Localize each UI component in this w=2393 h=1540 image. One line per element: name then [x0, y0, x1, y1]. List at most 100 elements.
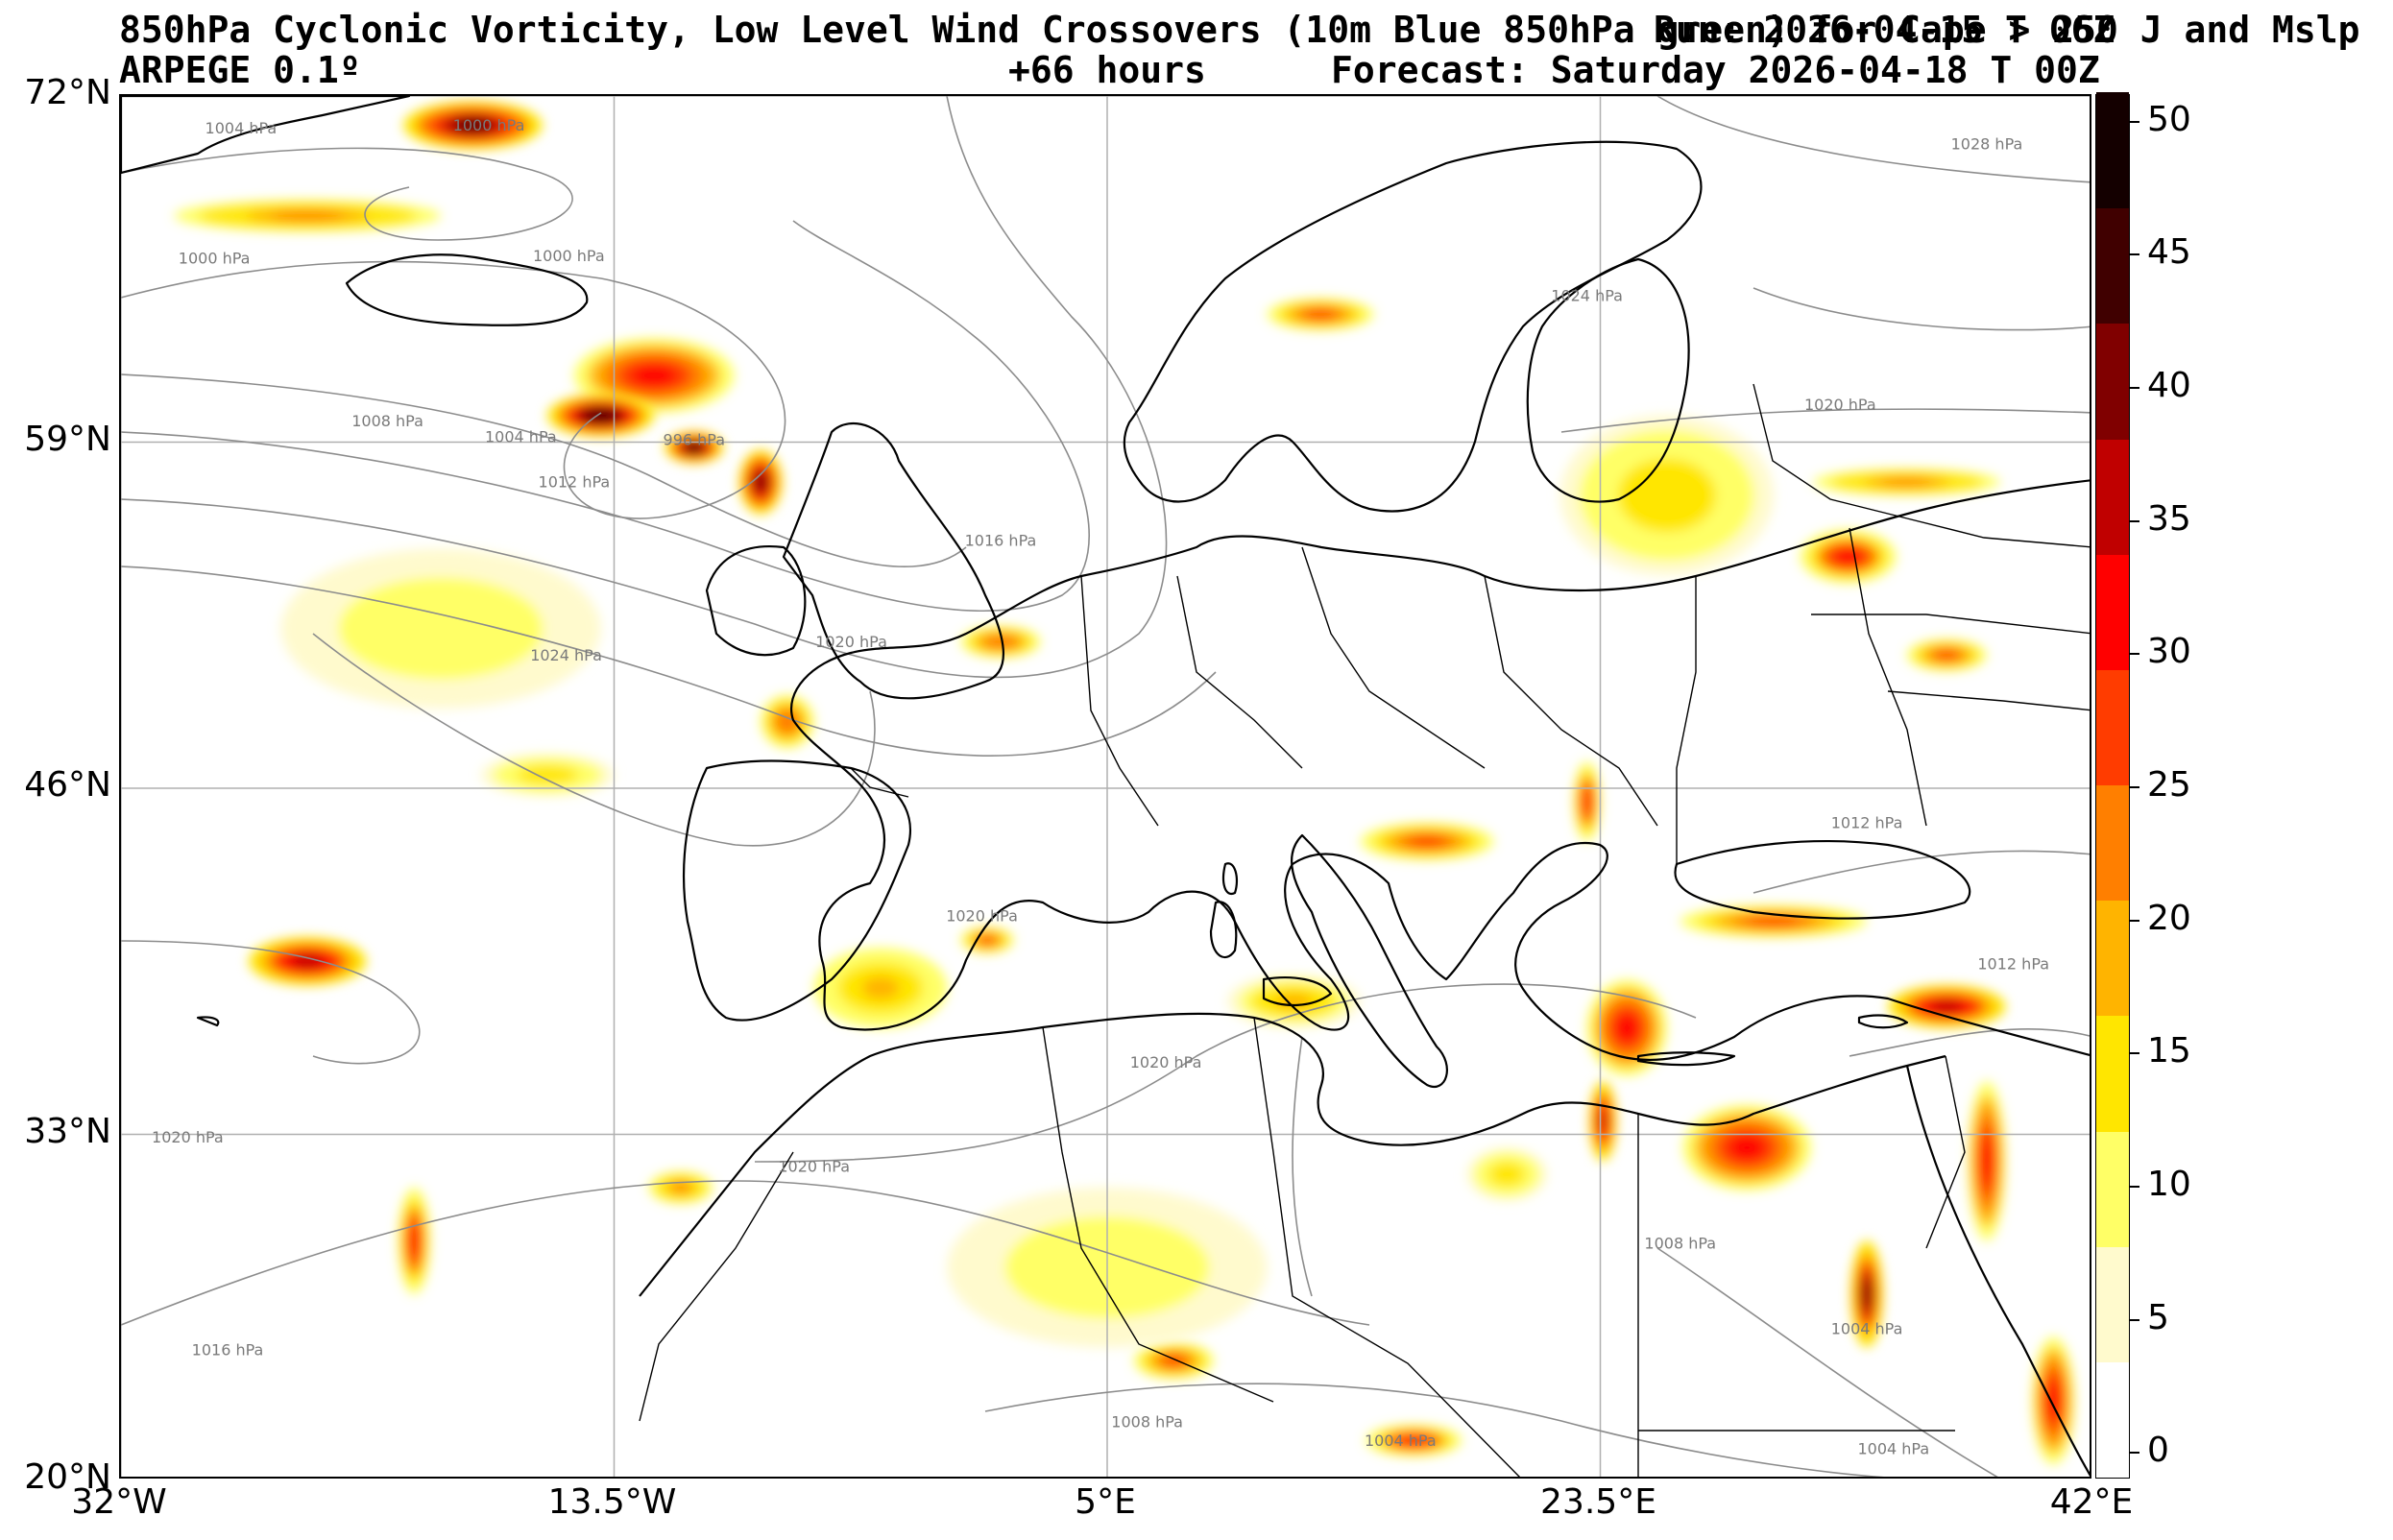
colorbar [2095, 92, 2130, 1479]
vorticity-contour [979, 936, 995, 944]
longitude-tick-label: 32°W [71, 1482, 167, 1522]
border-line [1080, 575, 1159, 827]
vorticity-blob [1226, 975, 1361, 1028]
colorbar-segment [2096, 1015, 2129, 1132]
isobar-label: 1020 hPa [815, 633, 887, 651]
isobar-label: 1008 hPa [351, 412, 423, 430]
isobar-label: 1000 hPa [179, 250, 251, 268]
colorbar-tick [2130, 919, 2139, 922]
colorbar-segment [2096, 1130, 2129, 1247]
colorbar-tick [2130, 1318, 2139, 1321]
vorticity-contour [409, 1225, 419, 1256]
isobar-path [121, 260, 786, 519]
border-line [1042, 1026, 1274, 1403]
border-line [1253, 1017, 1521, 1477]
vorticity-field [174, 101, 2075, 1465]
colorbar-segment [2096, 438, 2129, 555]
border-line [1887, 690, 2090, 711]
border-line [1676, 576, 1697, 864]
forecast-time: Forecast: Saturday 2026-04-18 T 00Z [1331, 49, 2100, 91]
vorticity-contour [1599, 1109, 1607, 1133]
isobar-label: 1012 hPa [1831, 814, 1903, 832]
colorbar-tick-label: 50 [2147, 99, 2191, 139]
vorticity-contour [989, 637, 1012, 647]
colorbar-segment [2096, 323, 2129, 440]
vorticity-contour [780, 713, 795, 730]
isobar-label: 1012 hPa [1977, 955, 2049, 974]
vorticity-contour [671, 1183, 690, 1192]
vorticity-contour [1935, 650, 1958, 661]
isobar-path [121, 373, 967, 567]
cyprus-coast [1857, 1014, 1909, 1029]
colorbar-tick-label: 25 [2147, 765, 2191, 805]
vorticity-blob [1267, 298, 1374, 331]
colorbar-segment [2096, 92, 2129, 209]
vorticity-contour [270, 211, 346, 221]
isobar-label: 1012 hPa [539, 473, 611, 492]
vorticity-contour [1747, 916, 1801, 926]
iberia-coast [683, 759, 911, 1022]
vorticity-blob [960, 625, 1041, 659]
vorticity-blob [1850, 1240, 1883, 1348]
vorticity-blob [398, 1187, 430, 1294]
colorbar-tick [2130, 253, 2139, 256]
vorticity-contour [1305, 309, 1336, 320]
isobar-path [121, 96, 1168, 679]
colorbar-tick-label: 45 [2147, 232, 2191, 273]
isobar-label: 1020 hPa [778, 1157, 850, 1175]
country-borders [639, 383, 2090, 1477]
vorticity-blob [665, 431, 724, 464]
vorticity-blob [480, 753, 615, 797]
vorticity-contour [754, 472, 767, 492]
isobar-path [1849, 1027, 2090, 1057]
latitude-tick-label: 33°N [24, 1111, 111, 1151]
colorbar-segment [2096, 207, 2129, 325]
vorticity-contour [686, 443, 703, 452]
azores-coast [196, 1016, 220, 1027]
isobar-path [754, 983, 1697, 1163]
border-line [850, 767, 909, 798]
isobar-label: 1020 hPa [152, 1128, 224, 1146]
vorticity-blob [813, 948, 948, 1028]
isobar-path [1292, 1036, 1313, 1297]
isobar-label: 1020 hPa [1804, 396, 1876, 414]
colorbar-tick-label: 35 [2147, 498, 2191, 539]
isobar-label: 1020 hPa [1130, 1053, 1202, 1071]
scandinavia-coast [1123, 140, 1703, 513]
vorticity-blob [1968, 1081, 2006, 1241]
run-label: Run: 2026-04-15 T 06Z [1654, 9, 2115, 51]
ireland-coast [705, 545, 807, 657]
map-plot-area[interactable]: 1004 hPa 1000 hPa 1000 hPa 1000 hPa 1008 hPa… [119, 94, 2091, 1479]
colorbar-segment [2096, 1245, 2129, 1362]
sicily-coast [1262, 976, 1333, 1007]
colorbar-tick [2130, 653, 2139, 656]
vorticity-contour [453, 118, 493, 132]
graticule [121, 96, 2090, 1477]
vorticity-blob [403, 101, 543, 150]
italy-coast [1291, 833, 1448, 1088]
vorticity-contour [1615, 1014, 1638, 1042]
black-sea-coast [1674, 839, 1971, 920]
isobar-path [121, 220, 1090, 613]
isobar-label: 1004 hPa [1831, 1319, 1903, 1337]
vorticity-blob [174, 200, 442, 232]
isobar-path [121, 565, 1217, 757]
isobar-label: 1028 hPa [1951, 134, 2023, 153]
vorticity-blob [1586, 979, 1667, 1076]
isobar-lines [121, 96, 2090, 1477]
isobar-label: 996 hPa [664, 430, 726, 448]
vorticity-contour [1400, 1435, 1428, 1446]
isobar-label: 1008 hPa [1111, 1413, 1183, 1432]
isobar-label: 1004 hPa [1857, 1439, 1929, 1457]
colorbar-tick [2130, 519, 2139, 522]
vorticity-blob [960, 926, 1014, 953]
colorbar-segment [2096, 784, 2129, 902]
vorticity-blob [1813, 469, 2000, 495]
colorbar-tick-label: 20 [2147, 898, 2191, 938]
colorbar-tick-label: 0 [2147, 1431, 2169, 1471]
colorbar-segment [2096, 900, 2129, 1017]
vorticity-blob [648, 1171, 713, 1204]
north-africa-coast [639, 1012, 1946, 1297]
isobar-labels: 1004 hPa 1000 hPa 1000 hPa 1000 hPa 1008 hPa… [152, 116, 2049, 1457]
vorticity-blob [738, 449, 783, 515]
